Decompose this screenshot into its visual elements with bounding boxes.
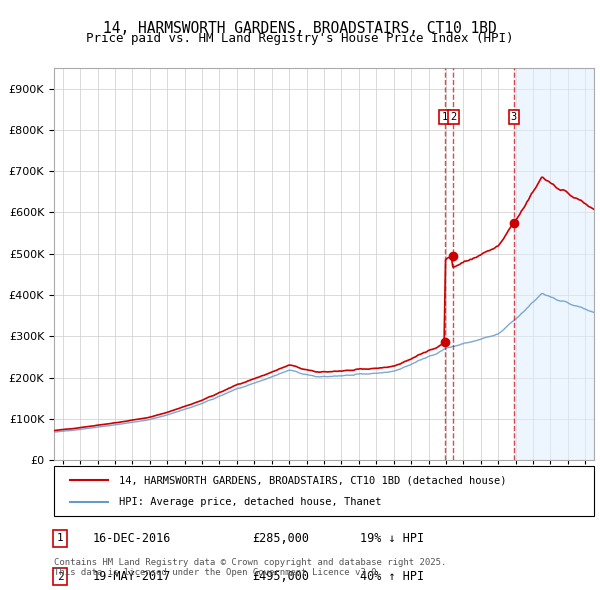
Bar — [514, 68, 594, 460]
Text: £495,000: £495,000 — [252, 570, 309, 584]
Text: 2: 2 — [56, 572, 64, 582]
Text: 2: 2 — [450, 112, 457, 122]
Text: 40% ↑ HPI: 40% ↑ HPI — [360, 570, 424, 584]
Text: HPI: Average price, detached house, Thanet: HPI: Average price, detached house, Than… — [119, 497, 382, 507]
Text: 1: 1 — [56, 533, 64, 543]
Text: 1: 1 — [442, 112, 448, 122]
Text: 14, HARMSWORTH GARDENS, BROADSTAIRS, CT10 1BD: 14, HARMSWORTH GARDENS, BROADSTAIRS, CT1… — [103, 21, 497, 35]
Text: 14, HARMSWORTH GARDENS, BROADSTAIRS, CT10 1BD (detached house): 14, HARMSWORTH GARDENS, BROADSTAIRS, CT1… — [119, 475, 506, 485]
Text: £285,000: £285,000 — [252, 532, 309, 545]
Text: Price paid vs. HM Land Registry's House Price Index (HPI): Price paid vs. HM Land Registry's House … — [86, 32, 514, 45]
FancyBboxPatch shape — [54, 466, 594, 516]
Text: 19-MAY-2017: 19-MAY-2017 — [93, 570, 172, 584]
Text: 19% ↓ HPI: 19% ↓ HPI — [360, 532, 424, 545]
Text: 16-DEC-2016: 16-DEC-2016 — [93, 532, 172, 545]
Text: 3: 3 — [511, 112, 517, 122]
Text: Contains HM Land Registry data © Crown copyright and database right 2025.
This d: Contains HM Land Registry data © Crown c… — [54, 558, 446, 577]
